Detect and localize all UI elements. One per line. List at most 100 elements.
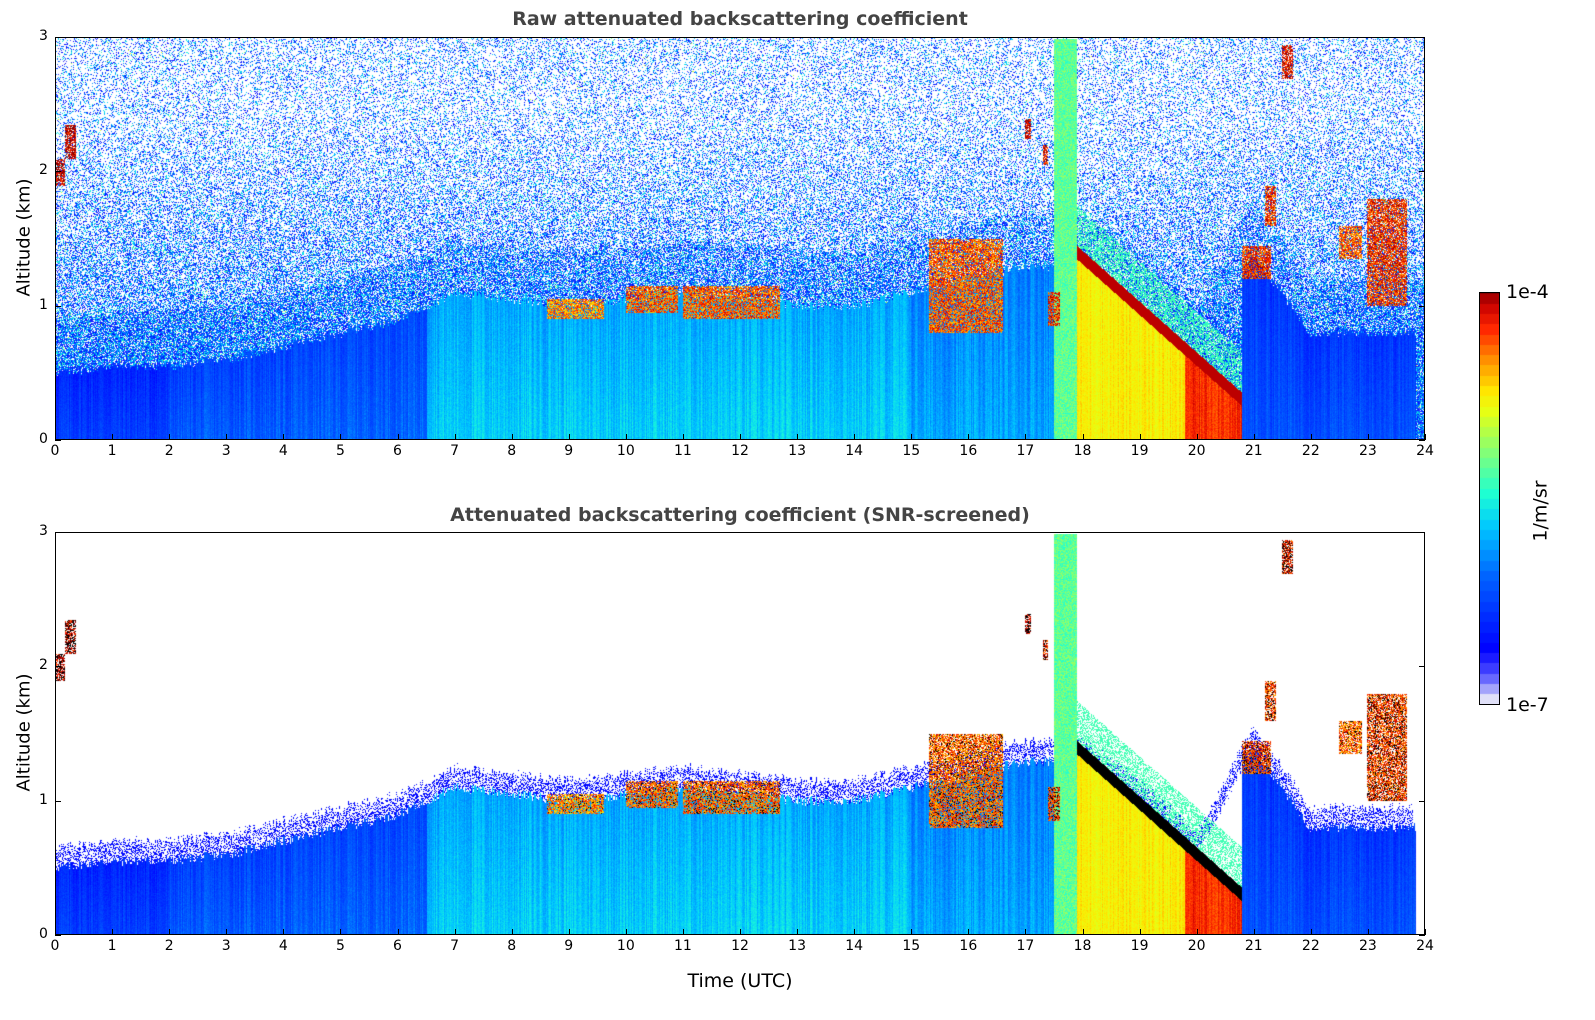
x-tick: [568, 434, 570, 440]
x-tick: [511, 929, 513, 935]
x-tick: [1253, 434, 1255, 440]
x-tick-label: 2: [164, 443, 174, 459]
y-tick: [55, 666, 61, 668]
x-tick-label: 11: [673, 443, 692, 459]
x-tick-label: 6: [393, 443, 402, 459]
x-tick: [55, 929, 56, 935]
y-tick-label: 3: [39, 28, 48, 44]
x-tick: [1425, 434, 1426, 440]
x-tick: [169, 434, 171, 440]
x-tick-label: 23: [1358, 443, 1377, 459]
x-tick-label: 18: [1073, 938, 1092, 954]
x-tick-label: 7: [450, 443, 460, 459]
x-tick-label: 21: [1244, 938, 1263, 954]
x-tick-label: 10: [616, 443, 635, 459]
x-tick: [454, 929, 456, 935]
x-tick: [283, 434, 285, 440]
x-tick-label: 12: [731, 938, 749, 954]
x-tick: [283, 929, 285, 935]
x-tick-label: 22: [1301, 443, 1320, 459]
y-tick: [1419, 305, 1425, 307]
x-tick: [454, 434, 456, 440]
x-tick: [1196, 929, 1198, 935]
x-tick: [1196, 434, 1198, 440]
colorbar-max-label: 1e-4: [1506, 281, 1549, 303]
x-tick-label: 13: [788, 443, 806, 459]
raw-backscatter-plot: [55, 37, 1425, 440]
x-tick-label: 16: [959, 443, 978, 459]
x-tick-label: 20: [1187, 938, 1206, 954]
x-tick-label: 24: [1416, 938, 1434, 954]
x-tick-label: 8: [507, 938, 517, 954]
x-tick-label: 15: [902, 443, 921, 459]
x-tick-label: 19: [1130, 938, 1149, 954]
x-tick-label: 22: [1301, 938, 1320, 954]
top-y-axis-label: Altitude (km): [13, 178, 35, 297]
bottom-chart-title: Attenuated backscattering coefficient (S…: [450, 504, 1030, 526]
x-tick: [625, 434, 627, 440]
x-tick: [968, 929, 970, 935]
x-tick-label: 8: [507, 443, 517, 459]
x-tick: [740, 434, 741, 440]
x-tick-label: 19: [1130, 443, 1149, 459]
y-tick: [1419, 532, 1425, 533]
x-tick: [511, 434, 513, 440]
x-tick: [340, 929, 342, 935]
x-tick: [968, 434, 970, 440]
y-tick: [1419, 935, 1425, 936]
x-tick-label: 14: [845, 938, 864, 954]
y-tick: [55, 935, 61, 936]
x-tick-label: 1: [107, 938, 117, 954]
x-tick: [1082, 434, 1084, 440]
x-tick: [1367, 929, 1369, 935]
y-tick: [55, 37, 61, 38]
x-tick-label: 14: [845, 443, 864, 459]
y-tick: [1419, 800, 1425, 802]
x-tick: [682, 434, 684, 440]
y-tick-label: 0: [39, 431, 48, 447]
y-tick: [55, 440, 61, 441]
x-tick: [1025, 929, 1027, 935]
y-tick-label: 1: [39, 296, 48, 313]
x-tick: [112, 434, 114, 440]
x-tick: [340, 434, 342, 440]
x-tick: [797, 929, 799, 935]
x-tick: [226, 434, 228, 440]
x-tick: [226, 929, 228, 935]
x-axis-label: Time (UTC): [687, 970, 793, 992]
x-tick: [854, 434, 856, 440]
x-tick-label: 18: [1073, 443, 1092, 459]
y-tick-label: 1: [39, 791, 48, 808]
screened-backscatter-heatmap: [56, 533, 1424, 934]
y-tick: [55, 532, 61, 533]
x-tick-label: 12: [731, 443, 749, 459]
top-chart-title: Raw attenuated backscattering coefficien…: [512, 8, 968, 30]
x-tick-label: 16: [959, 938, 978, 954]
x-tick-label: 6: [393, 938, 402, 954]
screened-backscatter-plot: [55, 532, 1425, 935]
x-tick-label: 3: [221, 443, 231, 459]
x-tick-label: 17: [1016, 443, 1035, 459]
x-tick-label: 3: [221, 938, 231, 954]
x-tick-label: 5: [335, 938, 345, 954]
x-tick: [911, 434, 913, 440]
x-tick-label: 13: [788, 938, 806, 954]
y-tick: [1419, 37, 1425, 38]
x-tick-label: 4: [278, 443, 288, 459]
y-tick-label: 2: [39, 162, 48, 179]
x-tick-label: 0: [50, 443, 60, 459]
raw-backscatter-heatmap: [56, 38, 1424, 439]
y-tick-label: 3: [39, 523, 48, 539]
x-tick: [1367, 434, 1369, 440]
x-tick: [397, 929, 399, 935]
x-tick-label: 21: [1244, 443, 1263, 459]
bottom-y-axis-label: Altitude (km): [13, 673, 35, 792]
x-tick: [112, 929, 114, 935]
x-tick-label: 5: [335, 443, 345, 459]
x-tick: [55, 434, 56, 440]
x-tick-label: 9: [564, 443, 574, 459]
x-tick: [682, 929, 684, 935]
y-tick: [1419, 440, 1425, 441]
x-tick: [1253, 929, 1255, 935]
x-tick: [797, 434, 799, 440]
